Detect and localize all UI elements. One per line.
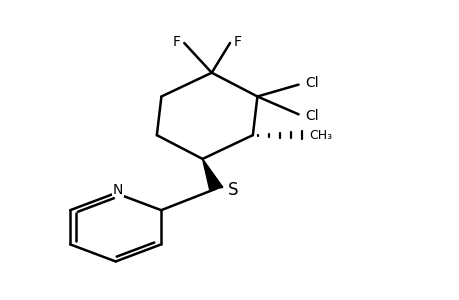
Text: Cl: Cl bbox=[305, 109, 319, 123]
Text: F: F bbox=[233, 35, 241, 49]
Text: N: N bbox=[112, 182, 123, 197]
Text: S: S bbox=[227, 181, 238, 199]
Text: F: F bbox=[172, 35, 180, 49]
Polygon shape bbox=[202, 159, 222, 190]
Text: Cl: Cl bbox=[305, 76, 319, 90]
Text: CH₃: CH₃ bbox=[308, 129, 331, 142]
